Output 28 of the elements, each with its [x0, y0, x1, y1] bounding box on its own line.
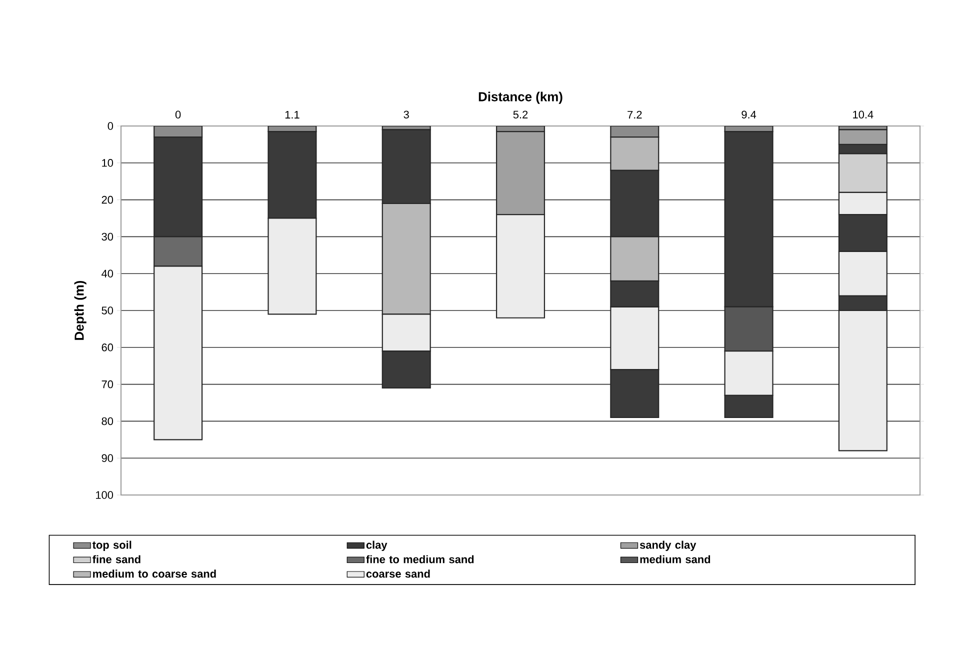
legend-label: coarse sand — [366, 570, 430, 578]
y-tick-label: 40 — [102, 270, 114, 278]
x-tick-label: 7.2 — [628, 110, 642, 118]
y-tick-label: 20 — [102, 196, 114, 204]
x-axis-title: Distance (km) — [478, 92, 562, 104]
x-tick-label: 9.4 — [742, 110, 756, 118]
y-tick-label: 50 — [102, 306, 114, 314]
legend-label: medium sand — [640, 555, 710, 564]
y-tick-label: 10 — [102, 159, 114, 167]
x-tick-label: 10.4 — [853, 110, 874, 118]
y-axis-title: Depth (m) — [74, 280, 86, 340]
y-tick-label: 80 — [102, 417, 114, 426]
y-tick-label: 100 — [96, 491, 114, 499]
legend-label: sandy clay — [640, 540, 696, 551]
legend-label: top soil — [92, 540, 132, 551]
x-tick-label: 5.2 — [513, 110, 528, 118]
y-tick-label: 90 — [102, 454, 114, 462]
legend-label: fine to medium sand — [366, 555, 474, 564]
y-tick-label: 30 — [102, 232, 114, 241]
y-tick-label: 60 — [102, 344, 114, 352]
x-tick-label: 3 — [404, 110, 409, 118]
y-tick-label: 0 — [108, 122, 114, 130]
legend-label: fine sand — [92, 555, 140, 564]
legend-label: medium to coarse sand — [93, 570, 216, 578]
x-tick-label: 0 — [175, 110, 181, 118]
legend-label: clay — [366, 540, 388, 551]
y-tick-label: 70 — [102, 380, 114, 388]
x-tick-label: 1.1 — [285, 110, 300, 118]
